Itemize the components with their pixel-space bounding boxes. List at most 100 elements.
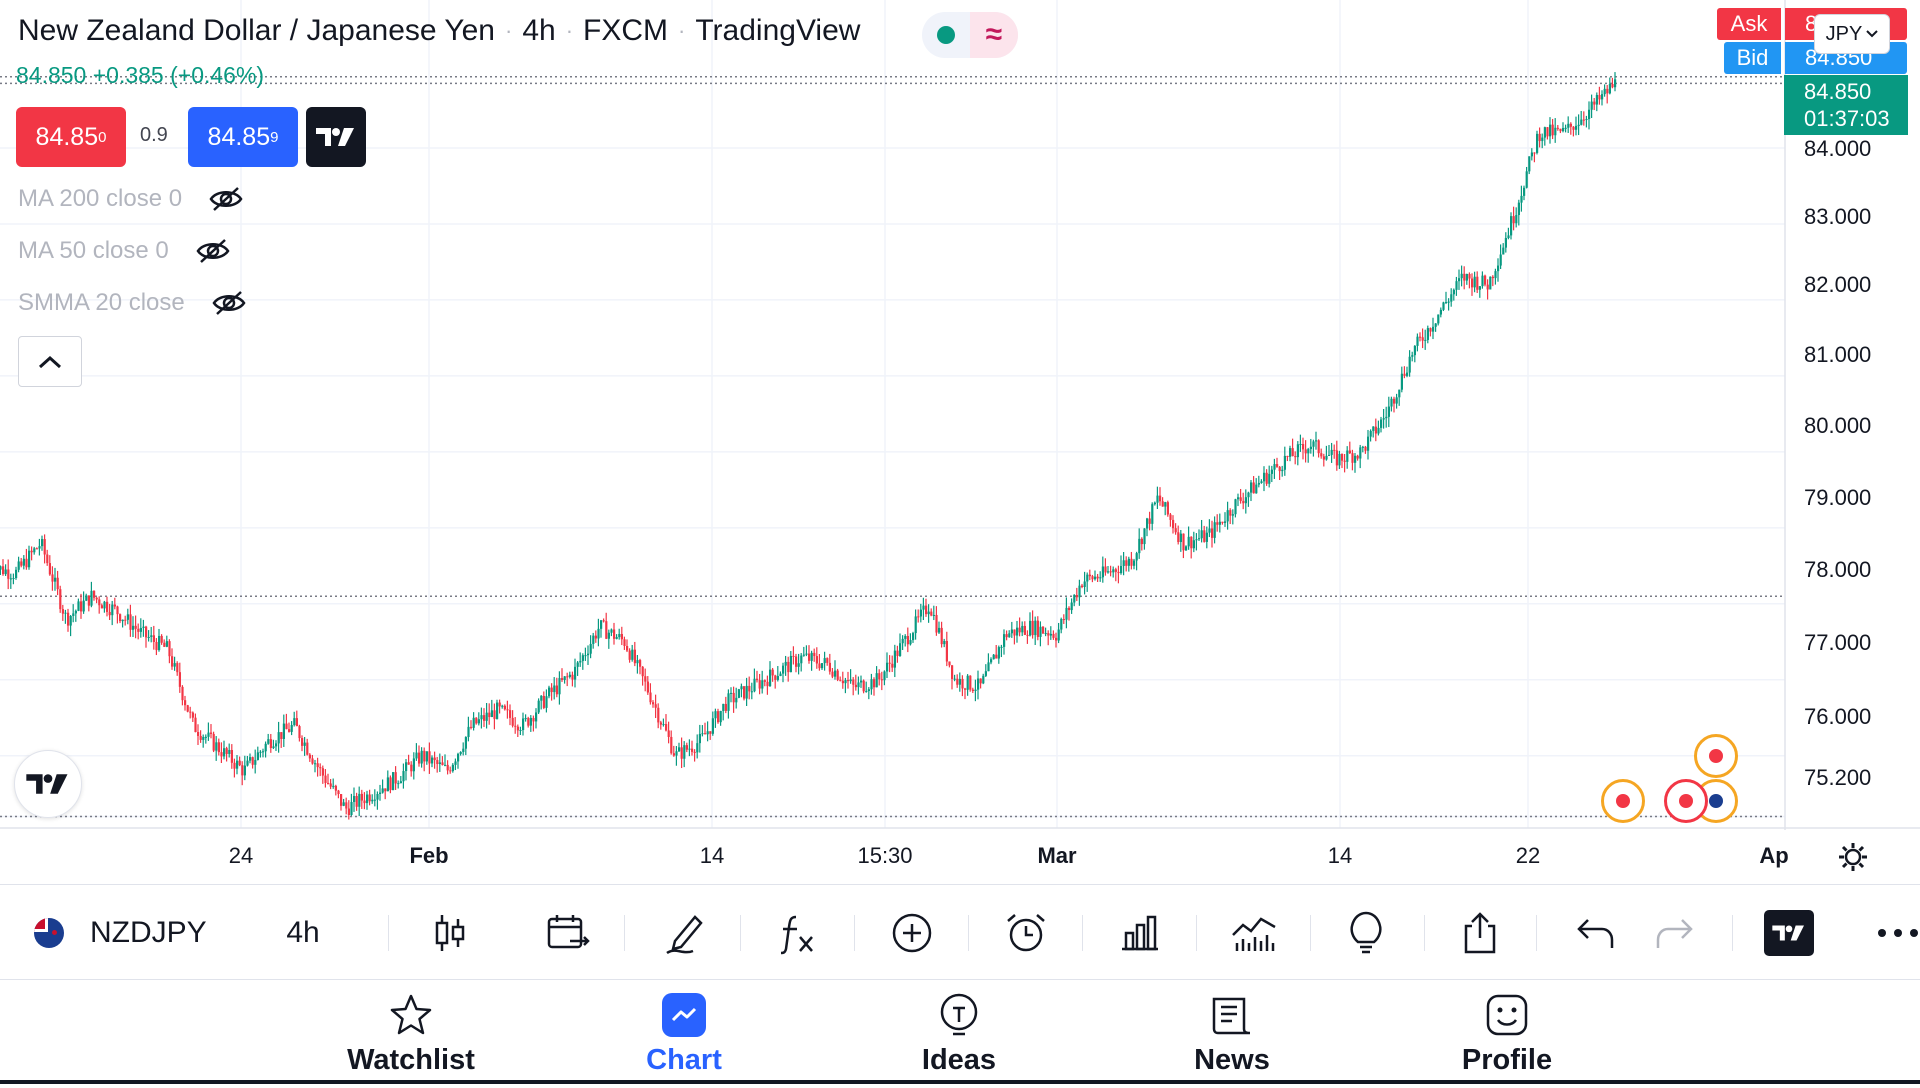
candle-body — [1213, 522, 1216, 538]
undo-button[interactable] — [1564, 885, 1628, 981]
candle-body — [815, 656, 818, 664]
candle-body — [12, 578, 15, 580]
nav-ideas[interactable]: Ideas — [859, 982, 1059, 1084]
candle-body — [1023, 625, 1026, 635]
candle-body — [667, 730, 670, 737]
candle-body — [1291, 448, 1294, 457]
candle-body — [246, 760, 249, 766]
collapse-indicators-button[interactable] — [18, 336, 82, 387]
candle-body — [168, 641, 171, 657]
candle-body — [87, 595, 90, 606]
eye-hidden-icon[interactable] — [208, 185, 244, 213]
candle-body — [1164, 502, 1167, 507]
candle-body — [35, 548, 38, 550]
candle-body — [327, 782, 330, 784]
currency-value: JPY — [1825, 22, 1863, 45]
ask-tag: Ask — [1717, 8, 1781, 40]
candle-body — [649, 692, 652, 703]
interval-button[interactable]: 4h — [270, 885, 336, 981]
nav-label: Ideas — [921, 1044, 997, 1076]
chart-type-button[interactable] — [420, 885, 480, 981]
candle-body — [332, 785, 335, 787]
candle-body — [979, 678, 982, 684]
candle-body — [160, 635, 163, 643]
candle-body — [511, 717, 514, 726]
candle-body — [792, 655, 795, 657]
indicator-label[interactable]: MA 200 close 0 — [18, 185, 183, 212]
price-axis-label: 78.000 — [1804, 557, 1872, 582]
chart-icon — [661, 992, 707, 1038]
drawing-tools-button[interactable] — [655, 885, 715, 981]
more-button[interactable] — [1876, 885, 1920, 981]
economic-event-marker[interactable] — [1664, 779, 1708, 823]
candle-body — [238, 760, 241, 766]
symbol-name[interactable]: New Zealand Dollar / Japanese Yen — [18, 14, 495, 47]
price-axis-label: 80.000 — [1804, 413, 1872, 438]
time-axis-label: Feb — [409, 843, 449, 868]
symbol-search-button[interactable]: NZDJPY — [34, 885, 244, 981]
redo-button[interactable] — [1642, 885, 1706, 981]
broker-panel-button[interactable] — [1764, 885, 1814, 981]
candle-body — [1169, 514, 1172, 520]
eye-hidden-icon[interactable] — [211, 289, 247, 317]
compare-button[interactable] — [538, 885, 598, 981]
eye-hidden-icon[interactable] — [195, 237, 231, 265]
economic-event-marker[interactable] — [1694, 734, 1738, 778]
sell-button[interactable]: 84.85 0 — [16, 107, 126, 167]
candle-body — [181, 686, 184, 701]
candle-body — [1231, 514, 1234, 516]
chart-settings-button[interactable] — [1836, 840, 1870, 879]
alert-button[interactable] — [996, 885, 1056, 981]
candle-body — [1177, 532, 1180, 542]
add-button[interactable] — [882, 885, 942, 981]
indicator-row[interactable]: MA 50 close 0 — [18, 237, 231, 265]
candle-body — [587, 653, 590, 656]
candle-body — [1572, 126, 1575, 130]
currency-select[interactable]: JPY — [1814, 14, 1890, 54]
price-chart[interactable] — [0, 0, 1920, 830]
candle-body — [1351, 453, 1354, 463]
candle-body — [1044, 633, 1047, 635]
indicators-button[interactable] — [768, 885, 828, 981]
ideas-button[interactable] — [1336, 885, 1396, 981]
nav-profile[interactable]: Profile — [1407, 982, 1607, 1084]
nav-watchlist[interactable]: Watchlist — [311, 982, 511, 1084]
candle-body — [1127, 558, 1130, 566]
candle-body — [470, 726, 473, 728]
separator-dot: · — [504, 18, 513, 43]
time-axis-label: Mar — [1037, 843, 1077, 868]
candle-body — [628, 650, 631, 660]
indicator-row[interactable]: SMMA 20 close — [18, 289, 247, 317]
indicator-label[interactable]: MA 50 close 0 — [18, 237, 169, 264]
header-interval[interactable]: 4h — [522, 14, 556, 47]
buy-button[interactable]: 84.85 9 — [188, 107, 298, 167]
candle-body — [1101, 566, 1104, 578]
candle-body — [199, 735, 202, 740]
economic-event-marker[interactable] — [1601, 779, 1645, 823]
candle-body — [342, 802, 345, 806]
broker-button[interactable] — [306, 107, 366, 167]
nav-chart[interactable]: Chart — [584, 982, 784, 1084]
indicator-label[interactable]: SMMA 20 close — [18, 289, 185, 316]
candle-body — [581, 655, 584, 661]
candle-body — [797, 663, 800, 667]
candle-body — [1005, 634, 1008, 638]
share-button[interactable] — [1450, 885, 1510, 981]
candle-body — [449, 770, 452, 772]
candle-body — [891, 663, 894, 668]
financials-button[interactable] — [1110, 885, 1170, 981]
technicals-button[interactable] — [1222, 885, 1286, 981]
market-status-pill[interactable]: ≈ — [922, 12, 1018, 58]
draw-pen-icon — [666, 915, 703, 955]
tradingview-watermark-button[interactable] — [14, 750, 82, 818]
candle-body — [935, 614, 938, 633]
candle-body — [977, 678, 980, 690]
candle-body — [137, 628, 140, 632]
nav-news[interactable]: News — [1132, 982, 1332, 1084]
candle-body — [1159, 495, 1162, 502]
candle-body — [1452, 289, 1455, 295]
candle-body — [870, 679, 873, 690]
indicator-row[interactable]: MA 200 close 0 — [18, 185, 244, 213]
chart-header[interactable]: New Zealand Dollar / Japanese Yen · 4h ·… — [18, 14, 860, 48]
candle-body — [574, 666, 577, 680]
